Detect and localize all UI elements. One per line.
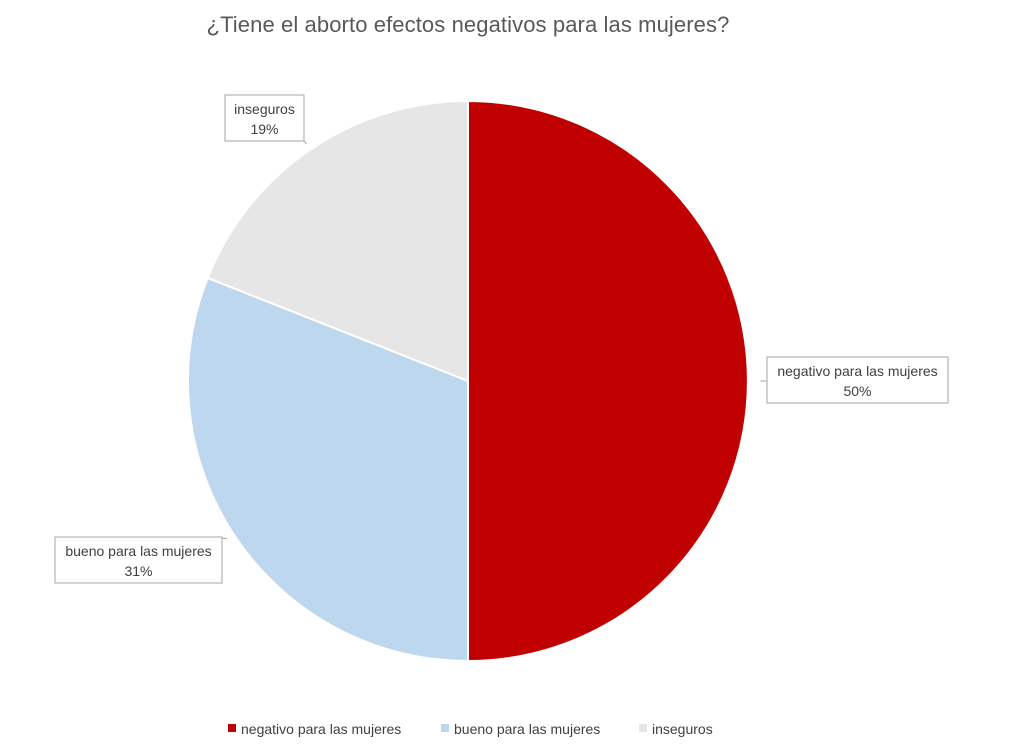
data-label-category: negativo para las mujeres (777, 363, 937, 379)
pie-slice-1 (467, 99, 749, 663)
legend-item-3: inseguros (639, 721, 713, 737)
data-label-category: bueno para las mujeres (65, 543, 211, 559)
legend-swatch (639, 724, 647, 732)
legend-label: negativo para las mujeres (241, 721, 401, 737)
chart-title: ¿Tiene el aborto efectos negativos para … (206, 12, 730, 37)
legend: negativo para las mujeres bueno para las … (228, 721, 713, 737)
pie-slice-3 (206, 99, 469, 383)
data-label-value: 19% (250, 121, 278, 137)
data-label-box (224, 94, 305, 142)
data-label-3: inseguros 19% (224, 94, 307, 145)
legend-item-2: bueno para las mujeres (441, 721, 600, 737)
legend-label: inseguros (652, 721, 713, 737)
pie-slices (187, 99, 749, 663)
data-label-box (766, 356, 949, 404)
pie-slice-2 (187, 276, 469, 663)
legend-swatch (441, 724, 449, 732)
data-label-2: bueno para las mujeres 31% (54, 536, 228, 584)
legend-label: bueno para las mujeres (454, 721, 600, 737)
legend-swatch (228, 724, 236, 732)
data-label-1: negativo para las mujeres 50% (760, 356, 949, 404)
data-label-value: 31% (124, 563, 152, 579)
data-label-box (54, 536, 223, 584)
data-label-category: inseguros (234, 101, 295, 117)
legend-item-1: negativo para las mujeres (228, 721, 401, 737)
data-labels: negativo para las mujeres 50% bueno para l… (54, 94, 949, 584)
data-label-value: 50% (843, 383, 871, 399)
